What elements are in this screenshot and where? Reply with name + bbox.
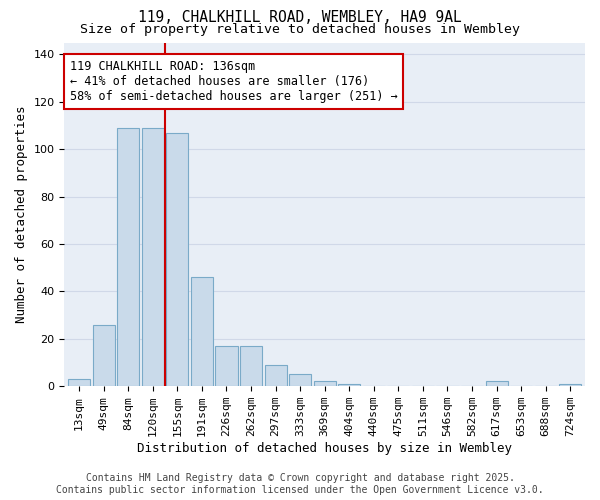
Bar xyxy=(92,324,115,386)
Bar xyxy=(142,128,164,386)
X-axis label: Distribution of detached houses by size in Wembley: Distribution of detached houses by size … xyxy=(137,442,512,455)
Bar xyxy=(240,346,262,386)
Y-axis label: Number of detached properties: Number of detached properties xyxy=(15,106,28,323)
Bar xyxy=(314,382,336,386)
Bar xyxy=(166,132,188,386)
Bar xyxy=(191,277,213,386)
Bar xyxy=(289,374,311,386)
Text: Size of property relative to detached houses in Wembley: Size of property relative to detached ho… xyxy=(80,22,520,36)
Bar xyxy=(265,365,287,386)
Text: 119 CHALKHILL ROAD: 136sqm
← 41% of detached houses are smaller (176)
58% of sem: 119 CHALKHILL ROAD: 136sqm ← 41% of deta… xyxy=(70,60,397,102)
Bar xyxy=(117,128,139,386)
Bar xyxy=(68,379,90,386)
Text: Contains HM Land Registry data © Crown copyright and database right 2025.
Contai: Contains HM Land Registry data © Crown c… xyxy=(56,474,544,495)
Bar xyxy=(485,382,508,386)
Text: 119, CHALKHILL ROAD, WEMBLEY, HA9 9AL: 119, CHALKHILL ROAD, WEMBLEY, HA9 9AL xyxy=(138,10,462,25)
Bar xyxy=(559,384,581,386)
Bar xyxy=(338,384,361,386)
Bar xyxy=(215,346,238,386)
